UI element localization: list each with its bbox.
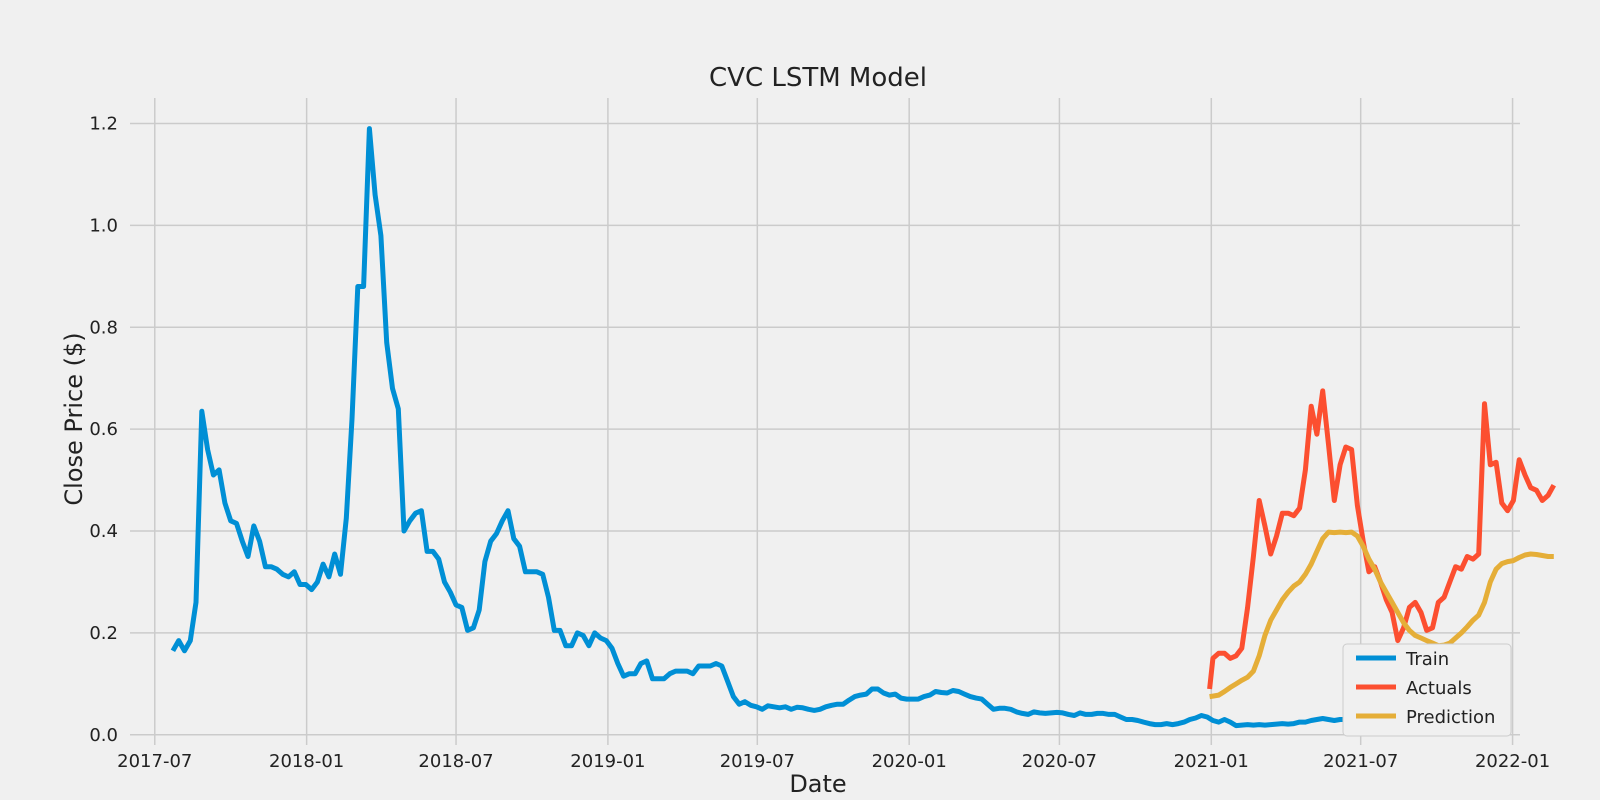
x-tick-label: 2020-01	[872, 751, 947, 772]
legend-label-train: Train	[1405, 649, 1449, 670]
legend-frame	[1342, 643, 1512, 737]
legend: Train Actuals Prediction	[1342, 643, 1512, 737]
y-axis-label: Close Price ($)	[60, 332, 88, 505]
y-tick-label: 1.2	[89, 113, 118, 134]
x-tick-label: 2021-01	[1174, 751, 1249, 772]
y-tick-label: 1.0	[89, 215, 118, 236]
y-tick-label: 0.4	[89, 521, 118, 542]
x-tick-label: 2017-07	[117, 751, 192, 772]
x-tick-label: 2018-07	[418, 751, 493, 772]
chart-title: CVC LSTM Model	[709, 63, 927, 93]
y-tick-label: 0.6	[89, 419, 118, 440]
x-tick-label: 2019-07	[720, 751, 795, 772]
grid	[130, 98, 1520, 745]
y-tick-label: 0.8	[89, 317, 118, 338]
series-lines	[170, 126, 1556, 729]
legend-label-prediction: Prediction	[1406, 707, 1495, 728]
x-axis-label: Date	[789, 770, 846, 798]
x-tick-label: 2020-07	[1022, 751, 1097, 772]
x-tick-label: 2022-01	[1475, 751, 1550, 772]
y-axis-ticks: 0.0 0.2 0.4 0.6 0.8 1.0 1.2	[89, 113, 118, 745]
x-tick-label: 2019-01	[570, 751, 645, 772]
series-line-train	[170, 126, 1498, 729]
x-axis-ticks: 2017-07 2018-01 2018-07 2019-01 2019-07 2020-…	[117, 751, 1550, 772]
y-tick-label: 0.0	[89, 725, 118, 746]
y-tick-label: 0.2	[89, 623, 118, 644]
series-line-prediction	[1209, 529, 1554, 700]
x-tick-label: 2021-07	[1323, 751, 1398, 772]
legend-label-actuals: Actuals	[1406, 678, 1472, 699]
x-tick-label: 2018-01	[269, 751, 344, 772]
